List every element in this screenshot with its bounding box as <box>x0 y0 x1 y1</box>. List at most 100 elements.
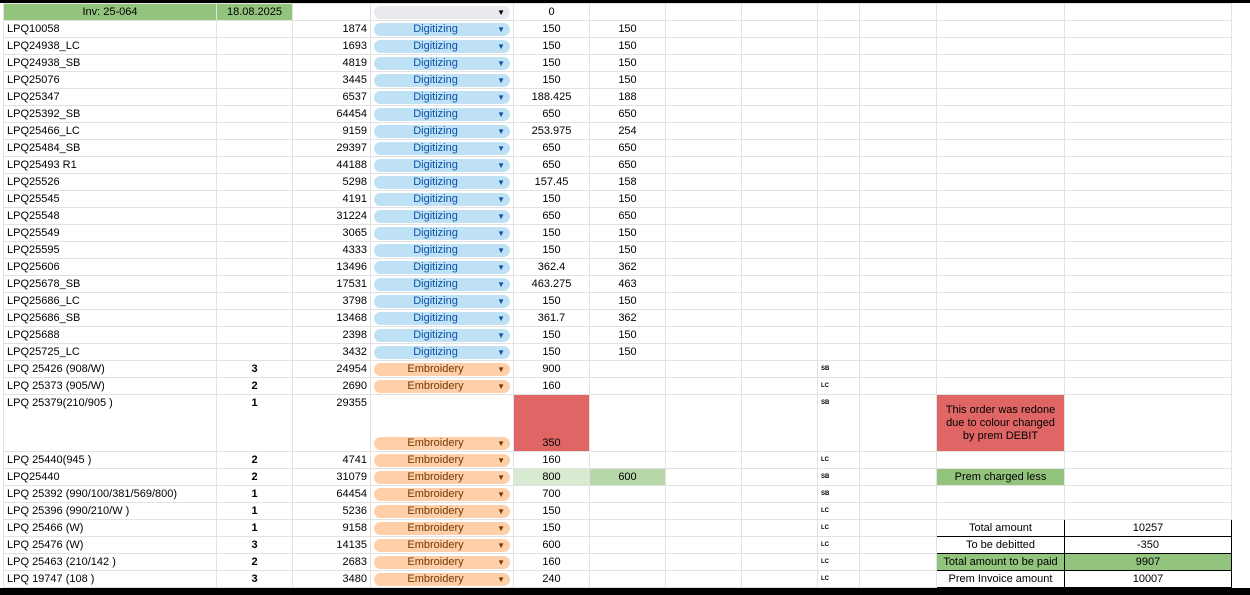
extra-amount-cell[interactable] <box>589 570 666 588</box>
empty-cell[interactable] <box>741 207 818 225</box>
type-dropdown-cell[interactable]: Embroidery ▼ <box>370 570 514 588</box>
empty-cell[interactable] <box>292 3 371 21</box>
type-dropdown[interactable]: Embroidery ▼ <box>374 471 510 484</box>
empty-cell[interactable] <box>741 139 818 157</box>
amount-cell[interactable]: 150 <box>513 343 590 361</box>
qty-cell[interactable]: 1 <box>216 485 293 503</box>
type-dropdown-cell[interactable]: Digitizing ▼ <box>370 173 514 191</box>
qty-cell[interactable] <box>216 156 293 174</box>
stitch-count-cell[interactable]: 24954 <box>292 360 371 378</box>
type-dropdown[interactable]: Digitizing ▼ <box>374 193 510 206</box>
order-code-cell[interactable]: LPQ25678_SB <box>3 275 217 293</box>
stitch-count-cell[interactable]: 31224 <box>292 207 371 225</box>
type-dropdown[interactable]: Embroidery ▼ <box>374 522 510 535</box>
order-code-cell[interactable]: LPQ25688 <box>3 326 217 344</box>
empty-cell[interactable] <box>859 536 937 554</box>
summary-label-cell[interactable]: Prem Invoice amount <box>936 570 1065 588</box>
empty-cell[interactable] <box>741 241 818 259</box>
qty-cell[interactable] <box>216 139 293 157</box>
type-dropdown-cell[interactable]: Embroidery ▼ <box>370 451 514 469</box>
empty-cell[interactable] <box>741 156 818 174</box>
empty-cell[interactable] <box>1064 105 1232 123</box>
type-dropdown[interactable]: Digitizing ▼ <box>374 40 510 53</box>
empty-cell[interactable] <box>741 190 818 208</box>
type-dropdown-cell[interactable]: Digitizing ▼ <box>370 54 514 72</box>
stitch-count-cell[interactable]: 44188 <box>292 156 371 174</box>
empty-cell[interactable] <box>741 105 818 123</box>
empty-cell[interactable] <box>817 105 860 123</box>
type-dropdown-cell[interactable]: Embroidery ▼ <box>370 485 514 503</box>
empty-cell[interactable] <box>817 173 860 191</box>
order-code-cell[interactable]: LPQ10058 <box>3 20 217 38</box>
qty-cell[interactable] <box>216 275 293 293</box>
empty-cell[interactable] <box>1064 224 1232 242</box>
amount-cell[interactable]: 160 <box>513 553 590 571</box>
qty-cell[interactable] <box>216 190 293 208</box>
type-dropdown-cell[interactable]: Embroidery ▼ <box>370 468 514 486</box>
empty-cell[interactable] <box>1064 502 1232 520</box>
empty-cell[interactable] <box>936 207 1065 225</box>
empty-cell[interactable] <box>817 275 860 293</box>
empty-cell[interactable] <box>936 377 1065 395</box>
stitch-count-cell[interactable]: 13496 <box>292 258 371 276</box>
empty-cell[interactable] <box>665 71 742 89</box>
stitch-count-cell[interactable]: 1693 <box>292 37 371 55</box>
empty-cell[interactable] <box>859 71 937 89</box>
empty-cell[interactable] <box>817 88 860 106</box>
extra-amount-cell[interactable] <box>589 360 666 378</box>
empty-cell[interactable] <box>741 468 818 486</box>
empty-cell[interactable] <box>741 224 818 242</box>
type-dropdown[interactable]: ▼ <box>374 6 510 19</box>
empty-cell[interactable] <box>936 360 1065 378</box>
type-dropdown[interactable]: Digitizing ▼ <box>374 329 510 342</box>
empty-cell[interactable] <box>1064 258 1232 276</box>
empty-cell[interactable] <box>936 258 1065 276</box>
type-dropdown-cell[interactable]: Digitizing ▼ <box>370 326 514 344</box>
type-dropdown-cell[interactable]: Digitizing ▼ <box>370 20 514 38</box>
empty-cell[interactable] <box>1064 122 1232 140</box>
type-dropdown-cell[interactable]: Digitizing ▼ <box>370 292 514 310</box>
stitch-count-cell[interactable]: 4819 <box>292 54 371 72</box>
type-dropdown-cell[interactable]: Digitizing ▼ <box>370 275 514 293</box>
empty-cell[interactable] <box>859 207 937 225</box>
qty-cell[interactable]: 3 <box>216 360 293 378</box>
amount-cell[interactable]: 240 <box>513 570 590 588</box>
empty-cell[interactable] <box>741 326 818 344</box>
amount-cell[interactable]: 160 <box>513 377 590 395</box>
type-dropdown[interactable]: Digitizing ▼ <box>374 210 510 223</box>
type-dropdown-cell[interactable]: Digitizing ▼ <box>370 37 514 55</box>
empty-cell[interactable] <box>859 326 937 344</box>
extra-amount-cell[interactable] <box>589 377 666 395</box>
stitch-count-cell[interactable]: 4191 <box>292 190 371 208</box>
empty-cell[interactable] <box>936 156 1065 174</box>
type-dropdown[interactable]: Embroidery ▼ <box>374 454 510 467</box>
prem-charged-less-note[interactable]: Prem charged less <box>936 468 1065 486</box>
amount-cell[interactable]: 362.4 <box>513 258 590 276</box>
amount-cell[interactable]: 350 <box>513 394 590 452</box>
empty-cell[interactable] <box>741 519 818 537</box>
type-dropdown[interactable]: Embroidery ▼ <box>374 363 510 376</box>
empty-cell[interactable] <box>817 241 860 259</box>
type-dropdown[interactable]: Digitizing ▼ <box>374 176 510 189</box>
type-dropdown-cell[interactable]: Digitizing ▼ <box>370 122 514 140</box>
empty-cell[interactable] <box>859 377 937 395</box>
rounded-amount-cell[interactable]: 362 <box>589 309 666 327</box>
store-tag-cell[interactable]: LC <box>817 377 860 395</box>
rounded-amount-cell[interactable]: 650 <box>589 207 666 225</box>
qty-cell[interactable]: 2 <box>216 377 293 395</box>
amount-cell[interactable]: 150 <box>513 37 590 55</box>
type-dropdown[interactable]: Digitizing ▼ <box>374 244 510 257</box>
empty-cell[interactable] <box>859 190 937 208</box>
stitch-count-cell[interactable]: 17531 <box>292 275 371 293</box>
rounded-amount-cell[interactable]: 150 <box>589 326 666 344</box>
empty-cell[interactable] <box>817 139 860 157</box>
empty-cell[interactable] <box>665 105 742 123</box>
empty-cell[interactable] <box>817 309 860 327</box>
order-code-cell[interactable]: LPQ25686_LC <box>3 292 217 310</box>
type-dropdown-cell[interactable]: Embroidery ▼ <box>370 519 514 537</box>
rounded-amount-cell[interactable]: 650 <box>589 105 666 123</box>
empty-cell[interactable] <box>665 258 742 276</box>
empty-cell[interactable] <box>741 570 818 588</box>
type-dropdown[interactable]: Digitizing ▼ <box>374 227 510 240</box>
invoice-date-cell[interactable]: 18.08.2025 <box>216 3 293 21</box>
